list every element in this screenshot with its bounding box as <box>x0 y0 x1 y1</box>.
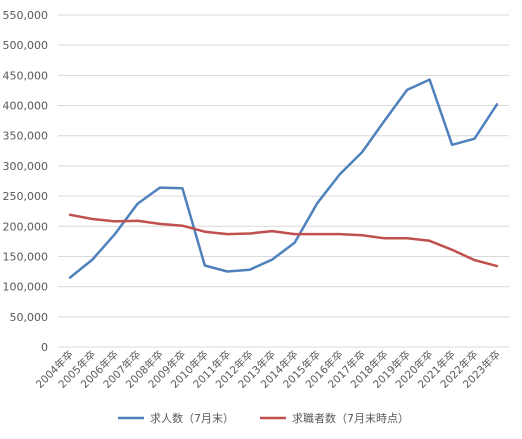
y-tick-label: 250,000 <box>3 190 49 203</box>
x-axis-ticks: 2004年卒2005年卒2006年卒2007年卒2008年卒2009年卒2010… <box>33 348 503 391</box>
series-line-2 <box>68 213 499 268</box>
legend: 求人数（7月末） 求職者数（7月末時点） <box>118 411 409 425</box>
y-axis-ticks: 0 50,000 100,000 150,000 200,000 250,000 300,0… <box>3 9 49 354</box>
y-tick-label: 400,000 <box>3 100 49 113</box>
y-tick-label: 150,000 <box>3 250 49 263</box>
y-tick-label: 450,000 <box>3 69 49 82</box>
y-tick-label: 100,000 <box>3 281 49 294</box>
y-tick-label: 300,000 <box>3 160 49 173</box>
series-lines <box>68 78 499 279</box>
y-tick-label: 350,000 <box>3 130 49 143</box>
legend-label: 求人数（7月末） <box>150 411 234 425</box>
y-tick-label: 50,000 <box>10 311 49 324</box>
y-tick-label: 0 <box>41 341 48 354</box>
series-line-1 <box>68 78 499 279</box>
y-tick-label: 500,000 <box>3 39 49 52</box>
gridlines <box>58 14 509 348</box>
legend-label: 求職者数（7月末時点） <box>292 411 409 425</box>
y-tick-label: 200,000 <box>3 220 49 233</box>
y-tick-label: 550,000 <box>3 9 49 22</box>
